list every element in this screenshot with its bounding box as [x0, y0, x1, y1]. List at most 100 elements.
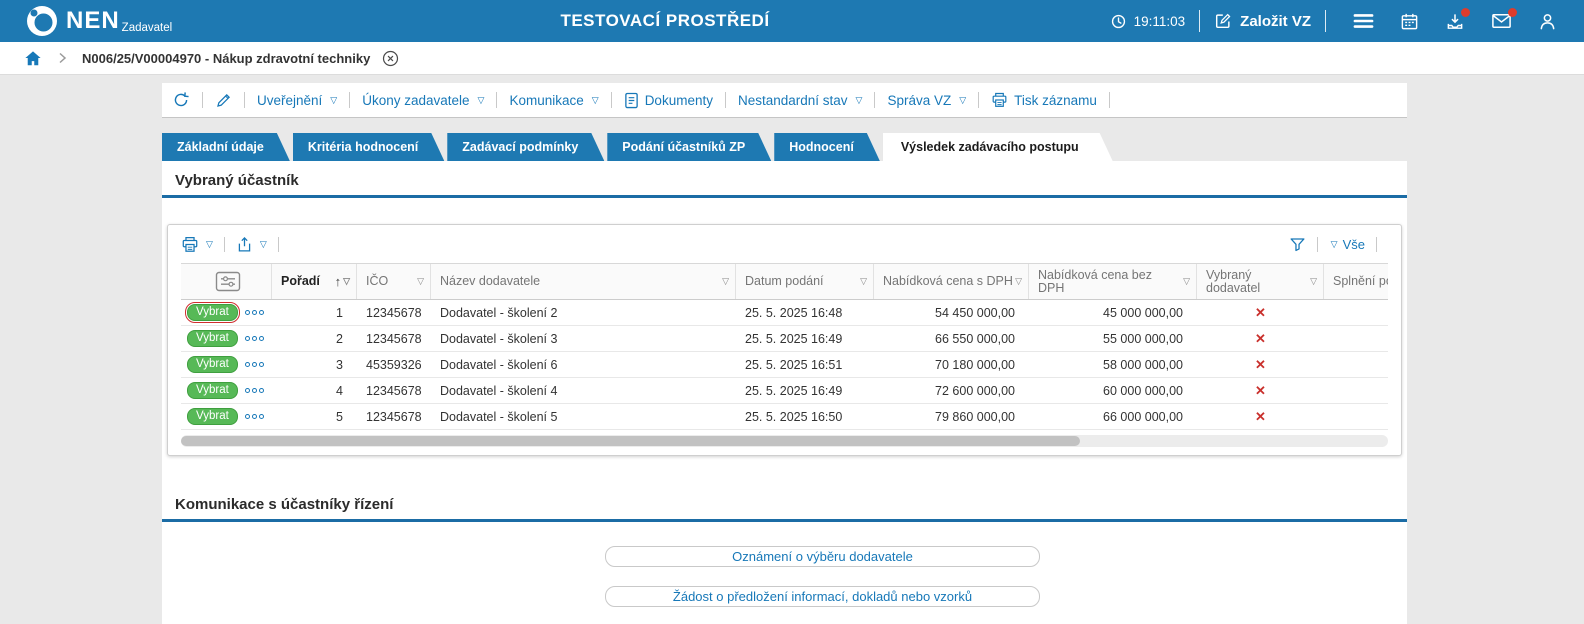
toolbar-separator — [202, 92, 203, 108]
column-filter-icon[interactable]: ▽ — [1310, 276, 1317, 286]
tab-zakladni-udaje[interactable]: Základní údaje — [162, 133, 290, 161]
main-menu-button[interactable] — [1353, 12, 1374, 30]
user-profile-button[interactable] — [1538, 12, 1557, 31]
breadcrumb: N006/25/V00004970 - Nákup zdravotní tech… — [0, 42, 1584, 75]
downloads-button[interactable] — [1445, 7, 1470, 31]
toolbar-item-komunikace[interactable]: Komunikace ▽ — [509, 93, 598, 108]
compose-icon — [1216, 13, 1231, 29]
cell-cena-bez-dph: 66 000 000,00 — [1103, 409, 1183, 424]
chevron-down-icon: ▽ — [330, 94, 338, 105]
column-label: Nabídková cena bez DPH — [1038, 267, 1152, 295]
oznameni-o-vyberu-button[interactable]: Oznámení o výběru dodavatele — [605, 546, 1040, 567]
column-header-cena-s-dph[interactable]: Nabídková cena s DPH ▽ — [874, 264, 1029, 299]
cell-nazev: Dodavatel - školení 6 — [440, 357, 558, 372]
column-filter-icon[interactable]: ▽ — [417, 276, 424, 286]
chevron-down-icon: ▽ — [1330, 238, 1338, 249]
column-label: Vybraný dodavatel — [1206, 267, 1261, 295]
column-filter-icon[interactable]: ▽ — [722, 276, 729, 286]
breadcrumb-record-label[interactable]: N006/25/V00004970 - Nákup zdravotní tech… — [82, 50, 371, 66]
column-header-vybrany-dodavatel[interactable]: Vybraný dodavatel ▽ — [1197, 264, 1324, 299]
row-actions-icon[interactable] — [244, 310, 264, 315]
toolbar-item-label: Uveřejnění — [257, 92, 323, 108]
nen-logo[interactable]: NEN Zadavatel — [24, 3, 172, 39]
toolbar-item-ukony-zadavatele[interactable]: Úkony zadavatele ▽ — [362, 93, 484, 108]
toolbar-item-tisk-zaznamu[interactable]: Tisk záznamu — [991, 92, 1097, 108]
column-filter-icon[interactable]: ▽ — [1183, 276, 1190, 286]
select-supplier-button[interactable]: Vybrat — [187, 382, 238, 399]
edit-record-button[interactable] — [215, 92, 232, 109]
zadost-o-predlozeni-button[interactable]: Žádost o předložení informací, dokladů n… — [605, 586, 1040, 607]
toolbar-item-sprava-vz[interactable]: Správa VZ ▽ — [887, 93, 966, 108]
toolbar-item-dokumenty[interactable]: Dokumenty — [624, 92, 713, 109]
cell-cena-bez-dph: 60 000 000,00 — [1103, 383, 1183, 398]
close-record-button[interactable] — [382, 50, 399, 67]
cell-nazev: Dodavatel - školení 2 — [440, 305, 558, 320]
toolbar-separator — [1316, 236, 1318, 252]
create-vz-button[interactable]: Založit VZ — [1214, 12, 1311, 30]
row-actions-icon[interactable] — [244, 388, 264, 393]
column-header-poradi[interactable]: Pořadí ↑ ▽ — [272, 264, 357, 299]
download-tray-icon — [1447, 13, 1463, 29]
grid-print-button[interactable]: ▽ — [181, 236, 213, 253]
row-actions-icon[interactable] — [244, 414, 264, 419]
column-header-ico[interactable]: IČO ▽ — [357, 264, 431, 299]
section-title-vybrany-ucastnik: Vybraný účastník — [162, 170, 1407, 198]
cell-cena-s-dph: 70 180 000,00 — [935, 357, 1015, 372]
select-supplier-button[interactable]: Vybrat — [185, 302, 240, 323]
column-header-nazev-dodavatele[interactable]: Název dodavatele ▽ — [431, 264, 736, 299]
cell-datum: 25. 5. 2025 16:50 — [745, 409, 843, 424]
toolbar-item-label: Úkony zadavatele — [362, 92, 470, 108]
toolbar-item-label: Tisk záznamu — [1014, 92, 1097, 108]
select-supplier-button[interactable]: Vybrat — [187, 356, 238, 373]
column-label: Nabídková cena s DPH — [883, 274, 1013, 288]
messages-notification-badge — [1508, 8, 1517, 17]
tab-podani-ucastniku-zp[interactable]: Podání účastníků ZP — [607, 133, 771, 161]
grid-export-button[interactable]: ▽ — [236, 236, 267, 253]
select-supplier-button[interactable]: Vybrat — [187, 408, 238, 425]
column-header-splneni-podminek[interactable]: Splnění podmínek ▽ — [1324, 264, 1388, 299]
column-chooser-button[interactable] — [215, 271, 241, 292]
cell-datum: 25. 5. 2025 16:48 — [745, 305, 843, 320]
row-actions-icon[interactable] — [244, 362, 264, 367]
row-actions-icon[interactable] — [244, 336, 264, 341]
column-filter-icon[interactable]: ▽ — [343, 276, 350, 286]
cell-ico: 12345678 — [366, 409, 422, 424]
breadcrumb-chevron-icon — [56, 51, 68, 65]
horizontal-scrollbar-thumb[interactable] — [181, 436, 1081, 446]
cell-cena-s-dph: 54 450 000,00 — [935, 305, 1015, 320]
cell-cena-s-dph: 72 600 000,00 — [935, 383, 1015, 398]
history-button[interactable] — [172, 91, 190, 109]
grid-filter-button[interactable] — [1289, 236, 1306, 253]
toolbar-item-nestandardni-stav[interactable]: Nestandardní stav ▽ — [738, 93, 862, 108]
toolbar-separator — [349, 92, 351, 108]
grid-filter-scope-select[interactable]: ▽ Vše — [1329, 237, 1365, 252]
column-chooser-cell — [181, 264, 272, 299]
select-supplier-button[interactable]: Vybrat — [187, 330, 238, 347]
document-icon — [624, 92, 638, 108]
filter-funnel-icon — [1290, 237, 1305, 251]
top-header-bar: NEN Zadavatel TESTOVACÍ PROSTŘEDÍ 19:11:… — [0, 0, 1584, 42]
calendar-button[interactable] — [1400, 12, 1419, 31]
cell-cena-bez-dph: 58 000 000,00 — [1103, 357, 1183, 372]
toolbar-separator — [610, 92, 612, 108]
table-row: Vybrat 4 12345678 Dodavatel - školení 4 … — [181, 378, 1388, 404]
column-filter-icon[interactable]: ▽ — [1015, 276, 1022, 286]
column-settings-icon — [215, 271, 240, 292]
nen-logo-icon — [27, 6, 57, 36]
tab-hodnoceni[interactable]: Hodnocení — [774, 133, 880, 161]
column-header-datum-podani[interactable]: Datum podání ▽ — [736, 264, 874, 299]
column-label: IČO — [366, 274, 389, 288]
toolbar-item-uverejneni[interactable]: Uveřejnění ▽ — [257, 93, 337, 108]
column-header-cena-bez-dph[interactable]: Nabídková cena bez DPH ▽ — [1029, 264, 1197, 299]
chevron-down-icon: ▽ — [206, 238, 213, 249]
tab-zadavaci-podminky[interactable]: Zadávací podmínky — [447, 133, 604, 161]
tab-vysledek-zadavaciho-postupu[interactable]: Výsledek zadávacího postupu — [883, 133, 1113, 161]
tab-kriteria-hodnoceni[interactable]: Kritéria hodnocení — [293, 133, 444, 161]
column-filter-icon[interactable]: ▽ — [860, 276, 867, 286]
cell-poradi: 1 — [336, 305, 343, 320]
participants-grid-panel: ▽ ▽ — [167, 224, 1402, 456]
horizontal-scrollbar[interactable] — [181, 435, 1388, 447]
create-vz-label: Založit VZ — [1240, 12, 1311, 30]
messages-button[interactable] — [1491, 8, 1517, 30]
home-button[interactable] — [24, 50, 42, 67]
